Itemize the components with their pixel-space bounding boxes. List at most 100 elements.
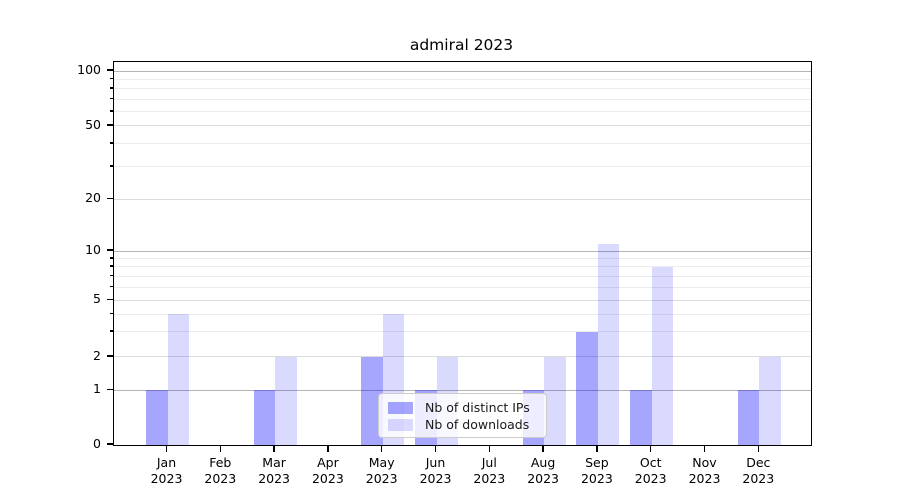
gridline xyxy=(114,313,811,315)
legend-swatch-distinct-ips xyxy=(388,401,413,414)
gridline xyxy=(114,286,811,288)
y-tick-label: 2 xyxy=(93,347,101,363)
chart-title: admiral 2023 xyxy=(409,36,514,54)
x-tick-month: Jun xyxy=(425,455,446,470)
bar-distinct-ips-dec xyxy=(737,390,760,445)
y-tick-label: 5 xyxy=(93,291,101,307)
y-tick-mark xyxy=(107,443,113,445)
x-tick-mark xyxy=(219,446,222,452)
gridline xyxy=(114,166,811,168)
x-tick-mark xyxy=(703,446,706,452)
x-tick-year: 2023 xyxy=(527,471,559,486)
gridline xyxy=(114,356,811,358)
y-tick-mark xyxy=(107,355,113,357)
y-minor-tick-mark xyxy=(109,165,113,167)
y-minor-tick-mark xyxy=(109,110,113,112)
x-tick-month: Apr xyxy=(317,455,339,470)
y-tick-label: 10 xyxy=(85,242,101,257)
y-tick-label: 20 xyxy=(85,190,101,206)
y-tick-mark xyxy=(107,249,113,251)
plot-area: Nb of distinct IPs Nb of downloads xyxy=(113,61,812,446)
x-tick-year: 2023 xyxy=(311,471,344,486)
y-minor-tick-mark xyxy=(109,274,113,277)
x-tick-label: Nov 2023 xyxy=(673,455,737,487)
x-tick-month: Jul xyxy=(481,455,497,470)
legend-item-downloads: Nb of downloads xyxy=(388,416,537,433)
x-tick-mark xyxy=(757,446,760,452)
x-tick-year: 2023 xyxy=(419,471,452,486)
x-tick-year: 2023 xyxy=(365,471,398,486)
gridline xyxy=(114,258,811,259)
bar-distinct-ips-may xyxy=(361,356,383,445)
x-tick-label: Feb 2023 xyxy=(188,455,252,487)
gridline xyxy=(114,125,811,127)
y-tick-label: 0 xyxy=(93,436,101,451)
legend: Nb of distinct IPs Nb of downloads xyxy=(378,393,547,438)
bar-distinct-ips-oct xyxy=(630,390,652,445)
y-minor-tick-mark xyxy=(109,77,113,80)
x-tick-mark xyxy=(596,446,598,452)
y-minor-tick-mark xyxy=(109,87,113,89)
y-minor-tick-mark xyxy=(109,312,113,315)
bar-downloads-aug xyxy=(544,356,566,445)
bar-downloads-mar xyxy=(275,356,297,445)
gridline xyxy=(114,331,811,333)
gridline xyxy=(114,70,811,72)
gridline xyxy=(114,198,811,200)
x-tick-mark xyxy=(649,446,652,452)
y-tick-label: 1 xyxy=(93,381,101,397)
x-tick-label: Jan 2023 xyxy=(135,455,199,487)
bar-distinct-ips-jan xyxy=(146,390,168,445)
x-tick-month: Oct xyxy=(639,455,662,470)
gridline xyxy=(114,275,811,277)
y-minor-tick-mark xyxy=(109,142,113,144)
x-tick-label: Dec 2023 xyxy=(726,455,790,487)
x-tick-year: 2023 xyxy=(150,471,183,486)
y-tick-label: 50 xyxy=(85,116,101,132)
x-tick-month: Nov xyxy=(692,455,717,470)
bar-downloads-oct xyxy=(651,266,674,445)
x-tick-mark xyxy=(488,446,491,452)
bar-downloads-jan xyxy=(167,314,189,445)
gridline xyxy=(114,266,811,268)
legend-label-distinct-ips: Nb of distinct IPs xyxy=(425,400,530,415)
x-tick-mark xyxy=(434,446,437,452)
x-tick-label: May 2023 xyxy=(350,455,414,487)
x-tick-month: Mar xyxy=(262,455,286,470)
x-tick-mark xyxy=(542,446,544,452)
y-minor-tick-mark xyxy=(109,97,113,100)
x-tick-mark xyxy=(327,446,329,452)
gridline xyxy=(114,250,811,252)
x-tick-month: Aug xyxy=(530,455,556,470)
x-tick-month: Feb xyxy=(209,455,232,470)
bar-downloads-dec xyxy=(759,356,781,445)
y-minor-tick-mark xyxy=(109,265,113,267)
bar-distinct-ips-mar xyxy=(253,390,276,445)
x-tick-year: 2023 xyxy=(580,471,613,486)
gridline xyxy=(114,78,811,80)
y-tick-mark xyxy=(107,124,113,126)
gridline xyxy=(114,299,811,301)
x-tick-month: Sep xyxy=(585,455,609,470)
x-tick-year: 2023 xyxy=(473,471,506,486)
x-tick-year: 2023 xyxy=(688,471,721,486)
y-tick-mark xyxy=(107,388,113,391)
x-tick-month: May xyxy=(368,455,395,470)
legend-swatch-downloads xyxy=(388,418,413,431)
x-tick-year: 2023 xyxy=(258,471,290,486)
gridline xyxy=(114,88,811,90)
x-tick-label: Jun 2023 xyxy=(404,455,468,487)
y-minor-tick-mark xyxy=(109,285,113,288)
bar-downloads-sep xyxy=(597,243,620,445)
gridline xyxy=(114,111,811,113)
x-tick-label: Mar 2023 xyxy=(242,455,306,487)
y-tick-mark xyxy=(107,69,113,71)
bar-distinct-ips-sep xyxy=(576,331,598,445)
x-tick-label: Aug 2023 xyxy=(511,455,575,487)
y-minor-tick-mark xyxy=(109,257,113,259)
y-tick-mark xyxy=(107,197,113,200)
x-tick-year: 2023 xyxy=(742,471,775,486)
legend-label-downloads: Nb of downloads xyxy=(425,417,530,432)
x-tick-label: Jul 2023 xyxy=(457,455,521,487)
